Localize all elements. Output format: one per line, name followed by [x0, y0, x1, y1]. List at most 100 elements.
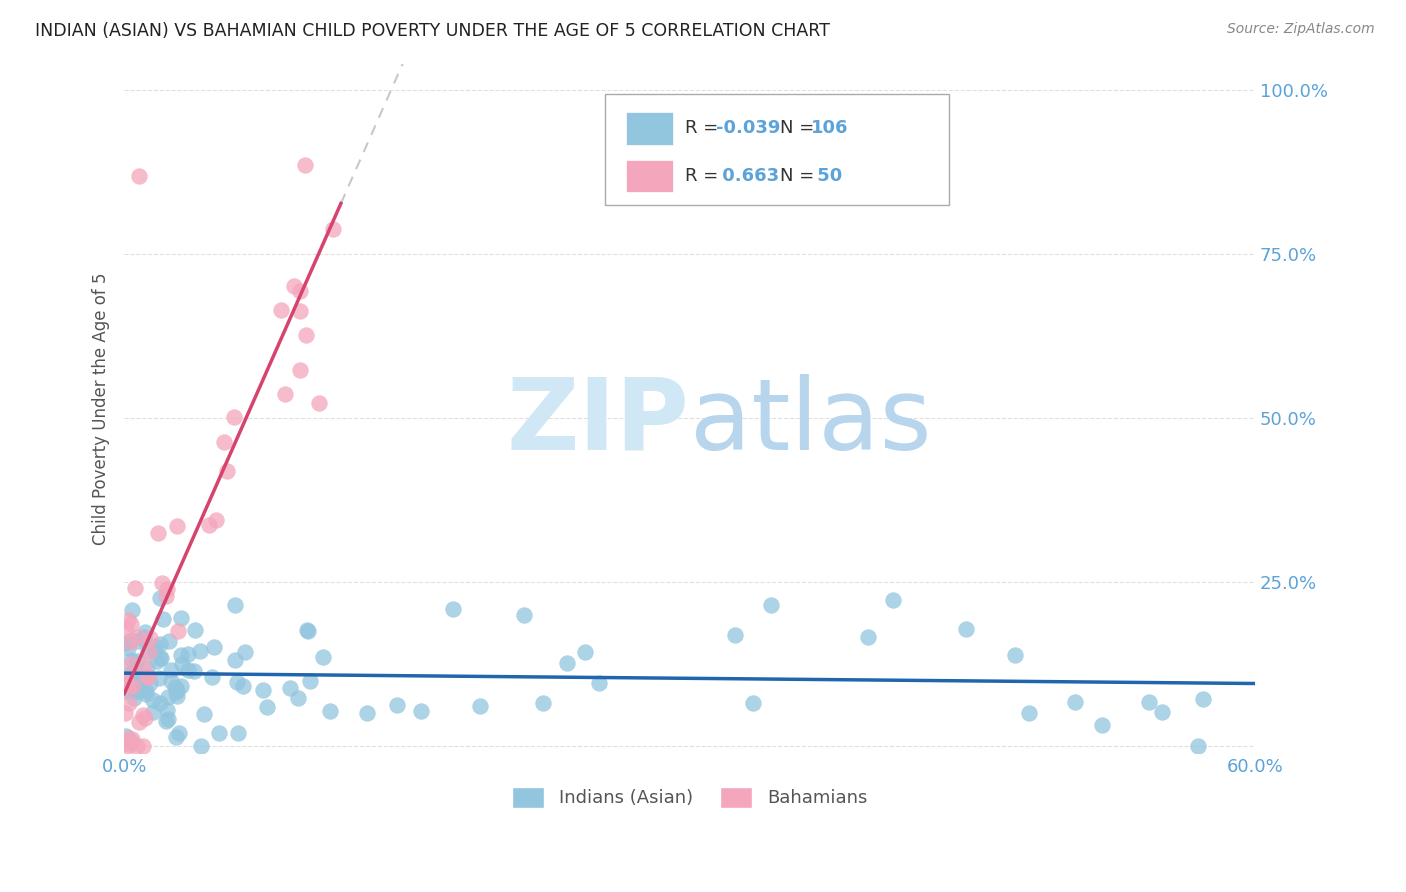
- Point: [288, 363, 311, 377]
- Point: [149, 651, 172, 665]
- Point: [193, 706, 215, 721]
- Point: [115, 677, 138, 691]
- Point: [226, 674, 249, 689]
- Point: [165, 684, 187, 698]
- Point: [208, 726, 231, 740]
- Point: [114, 706, 136, 720]
- Point: [155, 590, 177, 604]
- Point: [128, 169, 150, 183]
- Text: N =: N =: [780, 167, 820, 185]
- Text: 50: 50: [811, 167, 842, 185]
- Point: [160, 673, 183, 688]
- Point: [724, 628, 747, 642]
- Point: [215, 464, 238, 478]
- Point: [125, 665, 148, 679]
- Point: [574, 645, 596, 659]
- Point: [759, 598, 782, 612]
- Point: [134, 670, 156, 684]
- Text: -0.039: -0.039: [716, 120, 780, 137]
- Point: [169, 648, 191, 663]
- Point: [441, 601, 464, 615]
- Point: [121, 603, 143, 617]
- Text: atlas: atlas: [689, 374, 931, 471]
- Point: [882, 593, 904, 607]
- Point: [170, 657, 193, 671]
- Point: [124, 691, 146, 706]
- Point: [232, 679, 254, 693]
- Point: [155, 582, 177, 596]
- Point: [177, 647, 200, 661]
- Point: [118, 737, 141, 751]
- Point: [121, 732, 143, 747]
- Point: [120, 635, 142, 649]
- Point: [318, 704, 340, 718]
- Point: [142, 706, 165, 720]
- Point: [117, 674, 139, 689]
- Point: [1004, 648, 1026, 662]
- Point: [1192, 692, 1215, 706]
- Point: [188, 644, 211, 658]
- Point: [226, 726, 249, 740]
- Point: [955, 622, 977, 636]
- Point: [120, 734, 142, 748]
- Point: [299, 674, 322, 689]
- Point: [163, 681, 186, 695]
- Point: [531, 696, 554, 710]
- Point: [134, 711, 156, 725]
- Point: [224, 598, 246, 612]
- Point: [1064, 694, 1087, 708]
- Y-axis label: Child Poverty Under the Age of 5: Child Poverty Under the Age of 5: [93, 272, 110, 545]
- Point: [288, 304, 311, 318]
- Point: [742, 696, 765, 710]
- Point: [157, 634, 180, 648]
- Point: [125, 739, 148, 754]
- Point: [132, 632, 155, 646]
- Point: [127, 630, 149, 644]
- Point: [128, 715, 150, 730]
- Point: [138, 676, 160, 690]
- Point: [468, 699, 491, 714]
- Point: [166, 689, 188, 703]
- Point: [129, 683, 152, 698]
- Point: [150, 576, 173, 591]
- Point: [312, 650, 335, 665]
- Point: [132, 708, 155, 723]
- Point: [167, 726, 190, 740]
- Point: [294, 158, 316, 172]
- Point: [135, 684, 157, 698]
- Point: [124, 679, 146, 693]
- Point: [166, 518, 188, 533]
- Point: [120, 653, 142, 667]
- Point: [114, 683, 136, 698]
- Point: [155, 714, 177, 728]
- Point: [157, 712, 180, 726]
- Text: Source: ZipAtlas.com: Source: ZipAtlas.com: [1227, 22, 1375, 37]
- Point: [117, 613, 139, 627]
- Point: [149, 651, 172, 665]
- Point: [156, 690, 179, 704]
- Point: [118, 696, 141, 710]
- Point: [202, 640, 225, 655]
- Point: [156, 703, 179, 717]
- Point: [146, 525, 169, 540]
- Point: [124, 581, 146, 595]
- Point: [149, 591, 172, 606]
- Point: [127, 654, 149, 668]
- Point: [127, 633, 149, 648]
- Text: ZIP: ZIP: [506, 374, 689, 471]
- Point: [138, 670, 160, 684]
- Point: [117, 739, 139, 754]
- Point: [117, 640, 139, 655]
- Text: N =: N =: [780, 120, 820, 137]
- Point: [117, 731, 139, 745]
- Point: [201, 670, 224, 684]
- Point: [127, 671, 149, 685]
- Point: [1137, 695, 1160, 709]
- Point: [165, 730, 187, 744]
- Point: [295, 328, 318, 343]
- Point: [1187, 739, 1209, 754]
- Point: [555, 656, 578, 670]
- Point: [114, 673, 136, 687]
- Point: [183, 664, 205, 678]
- Point: [149, 636, 172, 650]
